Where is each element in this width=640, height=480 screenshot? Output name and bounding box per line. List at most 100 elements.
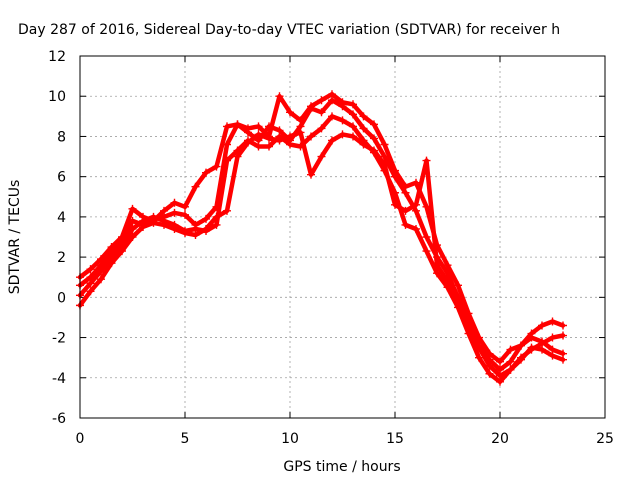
data-point (496, 357, 504, 366)
x-tick-label: 5 (181, 431, 190, 447)
data-point (370, 120, 378, 129)
data-point (223, 140, 231, 149)
data-point (349, 132, 357, 141)
data-point (517, 353, 525, 362)
data-point (370, 146, 378, 155)
data-point (233, 120, 242, 129)
y-axis-label: SDTVAR / TECUs (7, 180, 23, 295)
data-point (559, 349, 567, 358)
tick-labels: 0 5 10 15 20 25 -6 -4 -2 0 2 4 6 8 10 12 (48, 49, 614, 447)
data-point (170, 208, 179, 217)
data-point (191, 230, 200, 239)
data-point (128, 204, 137, 213)
y-tick-label: 2 (57, 250, 66, 266)
data-point (160, 220, 168, 229)
data-point (527, 333, 536, 342)
data-point (254, 130, 263, 139)
data-point (233, 152, 242, 161)
series-4 (76, 128, 567, 374)
data-point (559, 331, 567, 340)
data-point (181, 210, 189, 219)
x-tick-label: 15 (386, 431, 404, 447)
data-point (212, 212, 221, 221)
data-point (275, 92, 284, 101)
x-tick-label: 0 (76, 431, 85, 447)
data-point (401, 206, 410, 215)
data-point (548, 333, 557, 342)
data-point (517, 341, 525, 350)
data-point (265, 134, 273, 143)
data-point (317, 124, 326, 133)
data-point (412, 178, 420, 187)
data-point (317, 152, 326, 161)
data-point (265, 142, 273, 151)
data-point (223, 122, 231, 131)
data-point (548, 345, 557, 354)
data-point (181, 228, 189, 237)
data-point (328, 112, 336, 121)
data-point (338, 130, 347, 139)
data-point (391, 172, 399, 181)
data-point (527, 345, 536, 354)
data-point (223, 156, 231, 165)
data-point (317, 108, 326, 117)
data-point (170, 224, 179, 233)
y-tick-label: 0 (57, 290, 66, 306)
data-point (422, 156, 431, 165)
data-point (118, 247, 126, 256)
data-point (422, 233, 431, 241)
series-group (76, 90, 567, 386)
data-point (475, 353, 483, 362)
data-point (139, 222, 147, 231)
data-point (412, 200, 420, 209)
data-point (149, 218, 158, 227)
data-point (202, 168, 210, 177)
data-point (454, 281, 462, 290)
data-point (86, 265, 95, 274)
data-point (328, 96, 336, 105)
x-tick-label: 10 (281, 431, 299, 447)
data-point (286, 140, 294, 149)
y-tick-label: 8 (57, 129, 66, 145)
x-axis-label: GPS time / hours (283, 459, 400, 475)
data-point (254, 142, 263, 151)
data-point (317, 96, 326, 105)
data-point (244, 128, 252, 137)
data-point (485, 369, 494, 378)
grid (80, 56, 605, 418)
data-point (370, 134, 378, 143)
data-point (422, 247, 431, 256)
data-point (170, 198, 179, 207)
data-point (443, 277, 452, 286)
data-point (359, 112, 368, 121)
data-point (475, 341, 483, 350)
data-point (538, 337, 546, 346)
y-tick-label: 4 (57, 210, 66, 226)
x-tick-label: 20 (491, 431, 509, 447)
data-point (496, 365, 504, 374)
data-point (286, 132, 294, 141)
data-point (380, 152, 389, 161)
data-point (401, 220, 410, 229)
data-point (86, 287, 95, 296)
data-point (548, 317, 557, 326)
data-point (202, 224, 210, 233)
data-point (212, 162, 221, 171)
data-point (349, 122, 357, 131)
data-point (380, 140, 389, 149)
data-point (349, 110, 357, 119)
data-point (307, 132, 315, 141)
data-point (401, 188, 410, 197)
data-point (454, 297, 462, 306)
data-point (181, 202, 189, 211)
data-point (296, 128, 305, 137)
y-tick-label: 12 (48, 49, 66, 65)
data-point (412, 224, 420, 233)
data-point (559, 321, 567, 330)
data-point (107, 259, 116, 268)
data-point (496, 377, 504, 386)
data-point (359, 140, 368, 149)
y-tick-label: -6 (52, 411, 66, 427)
